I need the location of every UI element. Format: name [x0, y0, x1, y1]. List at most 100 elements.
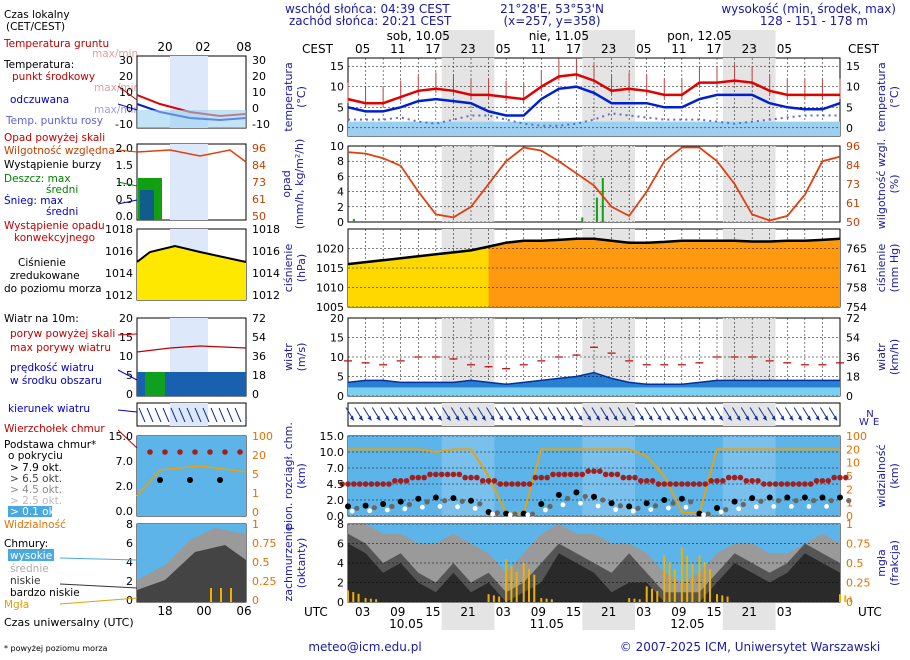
mini-hum-tick: 50 — [252, 210, 266, 223]
wind-arrow-head — [569, 415, 574, 421]
cest-tick: 05 — [636, 42, 651, 56]
cl-title-right-l2: (frakcja) — [888, 540, 901, 586]
mmhg-tick: 761 — [846, 262, 867, 275]
cloud-base-dot-low — [718, 509, 724, 515]
temp-title-left: temperatura (°C) — [282, 62, 308, 131]
mini-cb-tick: 0.0 — [116, 505, 134, 518]
cloud-base-dot — [801, 494, 808, 501]
cb-title-left: pion. rozciągł. chm. (km) — [282, 422, 308, 530]
legend-local-time-zones: (CET/CEST) — [6, 21, 65, 33]
cloud-base-dot — [345, 503, 351, 510]
wind-arrow-head — [508, 415, 513, 421]
cloud-base-dot-low — [419, 504, 425, 510]
wind-arrow-head — [560, 415, 565, 421]
legend-connector — [117, 409, 138, 413]
cest-tick: 17 — [706, 42, 721, 56]
y-tick-right: 10 — [846, 81, 860, 94]
legend-gust-max: max porywy wiatru — [10, 342, 111, 354]
cloud-top-dot — [479, 478, 486, 484]
mini-fog-tick: 0 — [252, 594, 259, 607]
mini-wind-arrow — [186, 407, 194, 423]
cloud-top-dot — [538, 474, 545, 481]
wind-arrow-head — [736, 415, 741, 421]
top-night-band — [582, 30, 635, 57]
mini-temp-tick-r: 20 — [252, 70, 266, 83]
cloud-base-dot-mid — [565, 495, 571, 502]
utc-tick: 15 — [425, 605, 440, 619]
temp-soil-area — [348, 121, 840, 136]
y-tick-left: 8 — [337, 518, 344, 531]
wind-arrow-head — [490, 415, 495, 421]
grid-text: (x=257, y=358) — [503, 14, 600, 28]
footer-email[interactable]: meteo@icm.edu.pl — [308, 640, 421, 654]
utc-tick: 15 — [566, 605, 581, 619]
mini-precip-tick: 1.0 — [116, 176, 134, 189]
cloud-top-dot — [374, 481, 381, 487]
legend-temp-soil-sub: max/min — [92, 48, 138, 60]
panel-dir-night-band — [582, 403, 635, 426]
fog-bar — [726, 596, 729, 602]
mini-fog-tick: 0.75 — [252, 537, 277, 550]
mini-vis-tick: 0 — [252, 506, 259, 519]
precip-bar — [601, 177, 604, 222]
cloud-top-dot — [345, 481, 351, 487]
cloud-base-dot — [661, 497, 668, 503]
mini-gust-line — [136, 345, 247, 353]
legend-okt-5: > 0.1 okt. — [10, 506, 62, 518]
mini-press-tick: 1014 — [105, 267, 133, 280]
wind-title-right-l1: wiatr — [875, 343, 888, 371]
temp-mid-line — [347, 73, 840, 105]
wind-arrow-head — [780, 415, 785, 421]
mini-temp-tick: 0 — [126, 102, 133, 115]
mini-wind-arrow — [162, 407, 170, 423]
wind-arrow-head — [349, 415, 354, 421]
kmh-tick: 18 — [846, 371, 860, 384]
cloud-top-dot — [397, 478, 404, 484]
cloud-base-dot-low — [630, 508, 636, 514]
y-tick-left: 1005 — [316, 301, 344, 314]
cloud-top-dot — [433, 471, 439, 478]
legend-cl-vlow: bardzo niskie — [10, 587, 80, 599]
mini-base-dot — [217, 477, 223, 483]
mini-cb-tick: 15.0 — [109, 430, 134, 443]
cloud-base-dot-low — [648, 507, 654, 512]
cloud-base-dot — [450, 495, 457, 502]
wind-arrow-head — [499, 415, 504, 421]
cloud-base-dot — [643, 500, 650, 507]
wind-arrow-head — [639, 415, 644, 421]
fog-bar — [686, 555, 689, 602]
mini-press-tick-r: 1012 — [252, 289, 280, 302]
cloud-top-dot — [831, 474, 837, 481]
legend-cl-mid: średnie — [10, 563, 49, 575]
y-tick-right: 5 — [846, 101, 853, 114]
mini-wind-arrow — [146, 407, 154, 423]
cloud-top-dot — [474, 474, 480, 481]
mini-wind-tick-r: 72 — [252, 312, 266, 325]
wind-arrow-head — [543, 415, 548, 421]
mini-precip-tick: 0.0 — [116, 210, 134, 223]
mmhg-tick: 765 — [846, 243, 867, 256]
cloud-base-dot — [432, 494, 439, 501]
cloud-base-dot-low — [824, 504, 829, 509]
cloud-top-dot — [351, 481, 357, 487]
cb-title-left-l2: (km) — [295, 463, 308, 489]
precip-title-right-l1: wilgotność wzgl. — [875, 139, 888, 229]
precip-bar — [595, 197, 598, 222]
wind-arrow-head — [745, 415, 750, 421]
cloud-top-dot — [415, 474, 422, 481]
fog-bar — [698, 555, 701, 602]
y-tick-left: 2.0 — [327, 494, 345, 507]
visibility-tick: 2 — [846, 483, 853, 496]
temp-title-right: temperatura (°C) — [875, 62, 901, 131]
elevation-values: 128 - 151 - 178 m — [760, 14, 868, 28]
cloud-base-dot — [784, 494, 791, 501]
mini-cb-tick: 7.0 — [116, 455, 134, 468]
cloud-base-dot — [731, 498, 738, 505]
cloud-top-dot — [380, 481, 386, 487]
mini-vis-tick: 20 — [252, 449, 266, 462]
y-tick-left: 4 — [337, 186, 344, 199]
cl-title-right-l1: mgła — [875, 549, 888, 577]
y-tick-left: 1020 — [316, 243, 344, 256]
day-top-label: sob, 10.05 — [387, 29, 450, 43]
precip-title-right: wilgotność wzgl. (%) — [875, 139, 901, 229]
